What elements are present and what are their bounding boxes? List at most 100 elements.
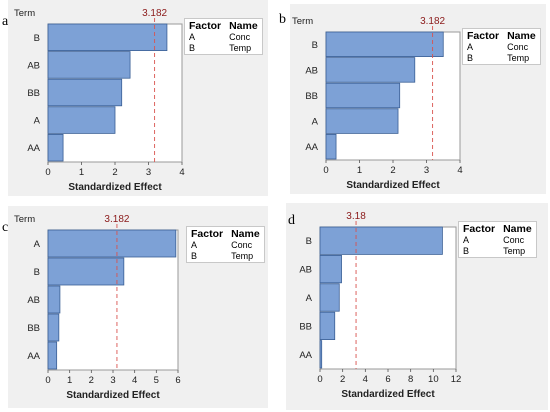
term-tick-label: AB xyxy=(305,65,318,76)
factor-legend-b: Factor Name A Conc B Temp xyxy=(462,28,541,65)
legend-factor: B xyxy=(467,53,474,63)
factor-legend-a: Factor Name A Conc B Temp xyxy=(184,18,263,55)
pareto-chart-a: B AB BB A AA 0 1 2 3 4 3.182 Term Standardized Effec… xyxy=(8,0,268,196)
bar-b xyxy=(319,226,443,255)
bar-bb xyxy=(47,78,123,107)
x-tick-label: 3 xyxy=(146,167,151,178)
term-tick-label: AA xyxy=(27,143,40,154)
x-axis-title: Standardized Effect xyxy=(346,180,440,191)
legend-name: Conc xyxy=(503,235,525,245)
term-tick-label: BB xyxy=(27,323,40,334)
x-tick-label: 3 xyxy=(424,165,429,176)
legend-factor: B xyxy=(191,251,198,261)
term-tick-label: BB xyxy=(305,91,318,102)
x-tick-label: 6 xyxy=(385,374,390,385)
term-tick-label: AA xyxy=(305,142,318,153)
bar-bb xyxy=(47,313,60,342)
legend-name: Temp xyxy=(507,53,530,63)
x-tick-label: 4 xyxy=(132,375,137,386)
x-axis-title: Standardized Effect xyxy=(66,390,160,401)
term-tick-label: B xyxy=(306,236,312,247)
legend-factor: A xyxy=(463,235,470,245)
term-tick-label: AA xyxy=(299,350,312,361)
term-tick-label: BB xyxy=(299,321,312,332)
legend-header-factor: Factor xyxy=(191,228,224,240)
legend-factor: A xyxy=(467,42,474,52)
bar-a xyxy=(319,283,340,312)
x-tick-label: 5 xyxy=(154,375,159,386)
bar-a xyxy=(325,108,399,134)
term-tick-label: AA xyxy=(27,351,40,362)
x-tick-label: 4 xyxy=(179,167,184,178)
x-tick-label: 12 xyxy=(451,374,462,385)
legend-name: Temp xyxy=(231,251,254,261)
legend-factor: A xyxy=(189,32,196,42)
legend-name: Conc xyxy=(229,32,251,42)
panel-letter-b: b xyxy=(279,12,286,27)
legend-header-factor: Factor xyxy=(467,30,500,42)
term-tick-label: AB xyxy=(27,60,40,71)
pareto-chart-b: B AB BB A AA 0 1 2 3 4 3.182 Term Standardized Effec… xyxy=(290,4,546,194)
legend-name: Temp xyxy=(229,43,252,53)
legend-header-name: Name xyxy=(231,228,260,240)
term-tick-label: B xyxy=(312,40,318,51)
term-tick-label: A xyxy=(306,293,313,304)
x-tick-label: 0 xyxy=(323,165,328,176)
panel-letter-d: d xyxy=(288,213,295,228)
x-tick-label: 1 xyxy=(357,165,362,176)
legend-header-name: Name xyxy=(503,223,532,235)
legend-header-name: Name xyxy=(229,20,258,32)
y-axis-title: Term xyxy=(14,214,35,225)
bar-bb xyxy=(325,82,401,109)
bar-a xyxy=(47,106,116,134)
x-tick-label: 10 xyxy=(428,374,439,385)
x-tick-label: 0 xyxy=(45,375,50,386)
pareto-chart-d: B AB A BB AA 0 2 4 6 8 10 12 3.18 Standardized Effect… xyxy=(286,203,548,410)
y-axis-title: Term xyxy=(14,8,35,19)
x-tick-label: 4 xyxy=(363,374,368,385)
legend-name: Temp xyxy=(503,246,526,256)
pareto-chart-c: A B AB BB AA 0 1 2 3 4 5 6 3.182 Term Standardized Eff… xyxy=(8,206,268,408)
legend-factor: B xyxy=(189,43,196,53)
x-axis-title: Standardized Effect xyxy=(341,389,435,400)
bar-bb xyxy=(319,311,336,340)
reference-line-label: 3.18 xyxy=(346,211,366,222)
legend-header-name: Name xyxy=(507,30,536,42)
term-tick-label: A xyxy=(34,116,41,127)
bar-b xyxy=(325,31,444,58)
reference-line-label: 3.182 xyxy=(142,8,167,19)
bar-aa xyxy=(319,340,323,369)
y-axis-title: Term xyxy=(292,16,313,27)
x-tick-label: 2 xyxy=(112,167,117,178)
factor-legend-d: Factor Name A Conc B Temp xyxy=(458,221,537,258)
legend-header-factor: Factor xyxy=(189,20,222,32)
term-tick-label: B xyxy=(34,267,40,278)
x-axis-title: Standardized Effect xyxy=(68,182,162,193)
reference-line-label: 3.182 xyxy=(104,214,129,225)
term-tick-label: BB xyxy=(27,88,40,99)
x-tick-label: 0 xyxy=(45,167,50,178)
bar-aa xyxy=(47,341,58,370)
bar-a xyxy=(47,229,177,258)
bar-ab xyxy=(47,51,131,79)
term-tick-label: B xyxy=(34,33,40,44)
legend-factor: A xyxy=(191,240,198,250)
bar-b xyxy=(47,257,125,286)
x-tick-label: 1 xyxy=(67,375,72,386)
x-tick-label: 0 xyxy=(317,374,322,385)
bar-aa xyxy=(325,133,337,160)
x-tick-label: 2 xyxy=(340,374,345,385)
legend-header-factor: Factor xyxy=(463,223,496,235)
legend-name: Conc xyxy=(507,42,529,52)
x-tick-label: 2 xyxy=(390,165,395,176)
x-tick-label: 1 xyxy=(79,167,84,178)
term-tick-label: A xyxy=(312,117,319,128)
bar-ab xyxy=(47,285,61,314)
bar-ab xyxy=(325,57,416,83)
term-tick-label: AB xyxy=(299,265,312,276)
x-tick-label: 2 xyxy=(89,375,94,386)
factor-legend-c: Factor Name A Conc B Temp xyxy=(186,226,265,263)
